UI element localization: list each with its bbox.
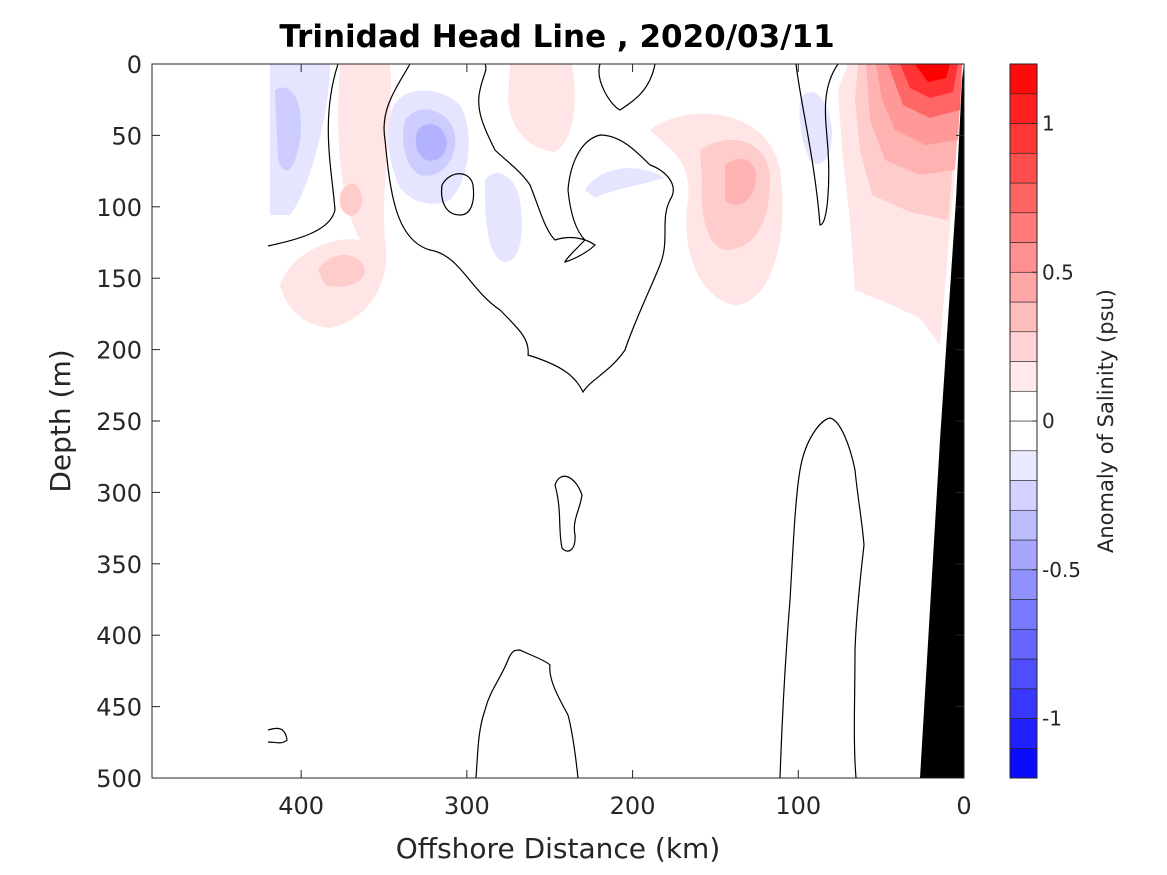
colorbar-segment	[1009, 718, 1038, 749]
colorbar-tick-label: -0.5	[1042, 558, 1081, 582]
mid-positive-level-3	[725, 158, 756, 205]
colorbar-segment	[1009, 390, 1038, 422]
colorbar-segment	[1009, 569, 1038, 600]
colorbar-segment	[1009, 658, 1038, 690]
x-tick-label: 200	[610, 792, 656, 820]
colorbar-label: Anomaly of Salinity (psu)	[1094, 289, 1118, 553]
negative-patch-270km	[485, 172, 522, 262]
colorbar-tick-label: 1	[1042, 112, 1055, 136]
nearshore-positive-level-7	[915, 64, 950, 82]
zero-contour-lines	[267, 64, 865, 778]
colorbar	[1009, 63, 1038, 779]
zero-contour-6	[554, 475, 583, 552]
offshore-negative-level-2	[275, 87, 301, 171]
zero-contour-5	[795, 64, 839, 226]
zero-contour-4	[440, 173, 475, 216]
negative-patch-210km	[585, 168, 665, 198]
y-tick-label: 100	[96, 194, 142, 222]
negative-patch-335km-level-3	[415, 123, 447, 161]
chart-title: Trinidad Head Line , 2020/03/11	[279, 19, 834, 55]
x-axis: 400 300 200 100 0	[278, 64, 972, 820]
x-tick-label: 0	[956, 792, 971, 820]
x-tick-label: 400	[278, 792, 324, 820]
y-tick-label: 250	[96, 408, 142, 436]
colorbar-tick-label: 0.5	[1042, 260, 1074, 284]
colorbar-segment	[1009, 420, 1038, 452]
negative-patch-100km	[799, 91, 833, 164]
colorbar-segment	[1009, 93, 1038, 124]
colorbar-tick-label: -1	[1042, 707, 1062, 731]
colorbar-segment	[1009, 747, 1038, 779]
y-tick-label: 350	[96, 551, 142, 579]
anomaly-fill	[270, 64, 964, 345]
colorbar-segment	[1009, 242, 1038, 273]
y-axis-label: Depth (m)	[44, 349, 77, 492]
zero-contour-3	[598, 64, 656, 111]
colorbar-segment	[1009, 212, 1038, 243]
y-tick-label: 150	[96, 265, 142, 293]
zero-contour-2	[383, 64, 674, 394]
colorbar-segment	[1009, 63, 1038, 95]
colorbar-segment	[1009, 301, 1038, 333]
positive-patch-245km	[508, 64, 575, 152]
colorbar-segment	[1009, 182, 1038, 214]
y-tick-label: 200	[96, 337, 142, 365]
colorbar-segment	[1009, 361, 1038, 392]
colorbar-segment	[1009, 152, 1038, 184]
y-tick-label: 0	[127, 51, 142, 79]
colorbar-segment	[1009, 480, 1038, 511]
colorbar-segment	[1009, 628, 1038, 660]
colorbar-tick-label: 0	[1042, 409, 1055, 433]
colorbar-segment	[1009, 599, 1038, 630]
colorbar-segment	[1009, 331, 1038, 362]
colorbar-segment	[1009, 539, 1038, 571]
zero-contour-7	[779, 417, 865, 778]
y-tick-label: 50	[111, 122, 142, 150]
colorbar-segment	[1009, 450, 1038, 481]
y-tick-label: 450	[96, 694, 142, 722]
bathymetry-mask	[920, 64, 964, 778]
y-tick-label: 300	[96, 479, 142, 507]
y-tick-label: 500	[96, 765, 142, 793]
colorbar-segment	[1009, 271, 1038, 303]
y-axis: 0 50 100 150 200 250 300 350 400 450 500	[96, 51, 964, 793]
colorbar-segment	[1009, 123, 1038, 154]
x-tick-label: 100	[775, 792, 821, 820]
y-tick-label: 400	[96, 622, 142, 650]
colorbar-axis: 1 0.5 0 -0.5 -1	[1032, 112, 1081, 731]
offshore-positive-level-2	[318, 183, 365, 287]
x-tick-label: 300	[444, 792, 490, 820]
x-axis-label: Offshore Distance (km)	[396, 832, 721, 865]
zero-contour-9	[267, 727, 288, 744]
colorbar-segment	[1009, 688, 1038, 719]
colorbar-segment	[1009, 509, 1038, 541]
offshore-positive-level-1	[280, 64, 392, 328]
zero-contour-8	[475, 649, 579, 778]
zero-contour-1	[267, 64, 339, 247]
